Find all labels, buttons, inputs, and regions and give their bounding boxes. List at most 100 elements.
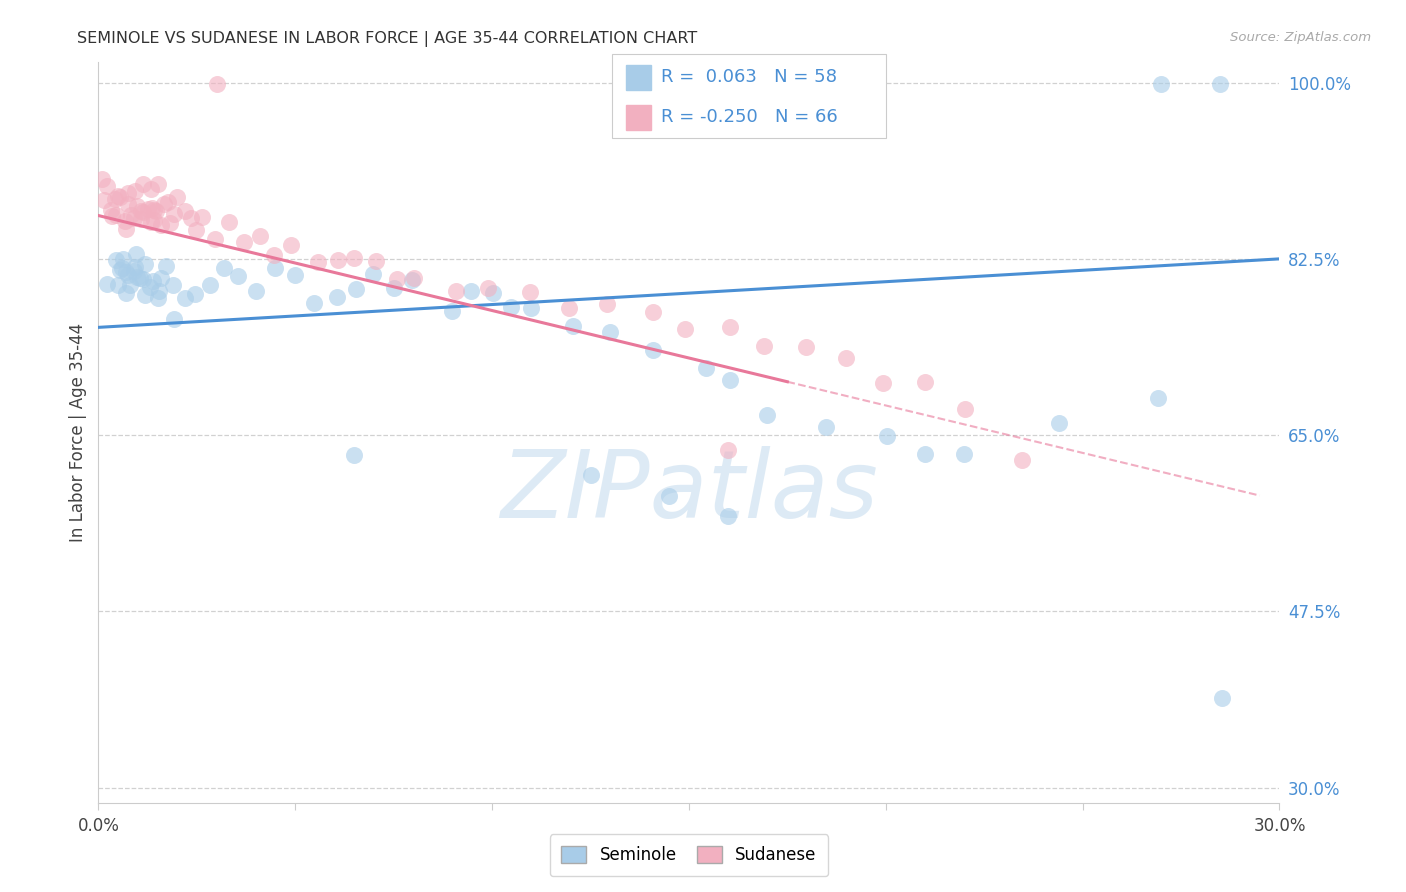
- Point: [914, 375, 936, 389]
- Point: [107, 277, 129, 292]
- Point: [174, 203, 197, 218]
- Point: [641, 304, 664, 318]
- Point: [835, 351, 858, 365]
- Point: [204, 232, 226, 246]
- Point: [717, 443, 740, 458]
- Point: [132, 205, 155, 219]
- Point: [444, 284, 467, 298]
- Point: [118, 278, 141, 293]
- Point: [1047, 416, 1070, 430]
- Point: [326, 290, 349, 304]
- Point: [695, 361, 717, 376]
- Point: [134, 257, 156, 271]
- Point: [155, 259, 177, 273]
- Point: [579, 468, 602, 483]
- Point: [326, 253, 349, 268]
- Point: [114, 214, 136, 228]
- Y-axis label: In Labor Force | Age 35-44: In Labor Force | Age 35-44: [69, 323, 87, 542]
- Point: [404, 271, 426, 285]
- Point: [815, 419, 838, 434]
- Point: [718, 372, 741, 386]
- Point: [245, 284, 267, 298]
- Point: [198, 277, 221, 292]
- Point: [150, 218, 173, 232]
- Point: [561, 318, 583, 333]
- Point: [307, 254, 329, 268]
- Point: [122, 211, 145, 225]
- Point: [117, 268, 139, 282]
- Point: [174, 291, 197, 305]
- Point: [148, 291, 170, 305]
- Point: [124, 260, 146, 274]
- Point: [180, 211, 202, 226]
- Point: [117, 197, 139, 211]
- Point: [263, 260, 285, 275]
- Point: [361, 268, 384, 282]
- Point: [382, 281, 405, 295]
- Point: [117, 186, 139, 201]
- Point: [599, 326, 621, 340]
- Point: [139, 182, 162, 196]
- Point: [794, 340, 817, 354]
- Point: [166, 190, 188, 204]
- Point: [142, 213, 165, 227]
- Point: [129, 203, 152, 218]
- Text: R = -0.250   N = 66: R = -0.250 N = 66: [661, 108, 838, 126]
- Point: [596, 297, 619, 311]
- Point: [718, 320, 741, 334]
- Point: [520, 301, 543, 315]
- Point: [111, 260, 134, 275]
- Point: [125, 247, 148, 261]
- Point: [125, 199, 148, 213]
- Point: [132, 272, 155, 286]
- Point: [482, 285, 505, 300]
- Point: [401, 273, 423, 287]
- Point: [139, 280, 162, 294]
- Point: [159, 216, 181, 230]
- Point: [96, 179, 118, 194]
- Point: [148, 284, 170, 298]
- Point: [280, 238, 302, 252]
- Point: [953, 447, 976, 461]
- Point: [460, 284, 482, 298]
- Point: [115, 265, 138, 279]
- Point: [108, 263, 131, 277]
- Point: [343, 448, 366, 462]
- Point: [263, 247, 285, 261]
- Point: [93, 193, 115, 207]
- Point: [205, 77, 228, 91]
- Point: [124, 264, 146, 278]
- Point: [111, 252, 134, 267]
- Point: [641, 343, 664, 357]
- Point: [385, 272, 408, 286]
- Point: [1209, 77, 1232, 91]
- Point: [499, 300, 522, 314]
- Legend: Seminole, Sudanese: Seminole, Sudanese: [550, 834, 828, 876]
- Point: [162, 278, 184, 293]
- Point: [129, 270, 152, 285]
- Point: [163, 311, 186, 326]
- Point: [717, 508, 740, 523]
- Point: [754, 339, 776, 353]
- Point: [91, 171, 114, 186]
- Point: [101, 209, 124, 223]
- Point: [139, 214, 162, 228]
- Point: [477, 280, 499, 294]
- Point: [150, 271, 173, 285]
- Point: [100, 202, 122, 217]
- Point: [142, 274, 165, 288]
- Point: [346, 281, 368, 295]
- Point: [132, 178, 155, 192]
- Text: R =  0.063   N = 58: R = 0.063 N = 58: [661, 69, 837, 87]
- Point: [104, 192, 127, 206]
- Point: [284, 268, 307, 283]
- Point: [191, 211, 214, 225]
- Point: [96, 277, 118, 291]
- Point: [141, 201, 163, 215]
- Point: [146, 178, 169, 192]
- Point: [756, 408, 779, 422]
- Point: [120, 208, 142, 222]
- Point: [184, 286, 207, 301]
- Point: [673, 322, 696, 336]
- Text: Source: ZipAtlas.com: Source: ZipAtlas.com: [1230, 31, 1371, 45]
